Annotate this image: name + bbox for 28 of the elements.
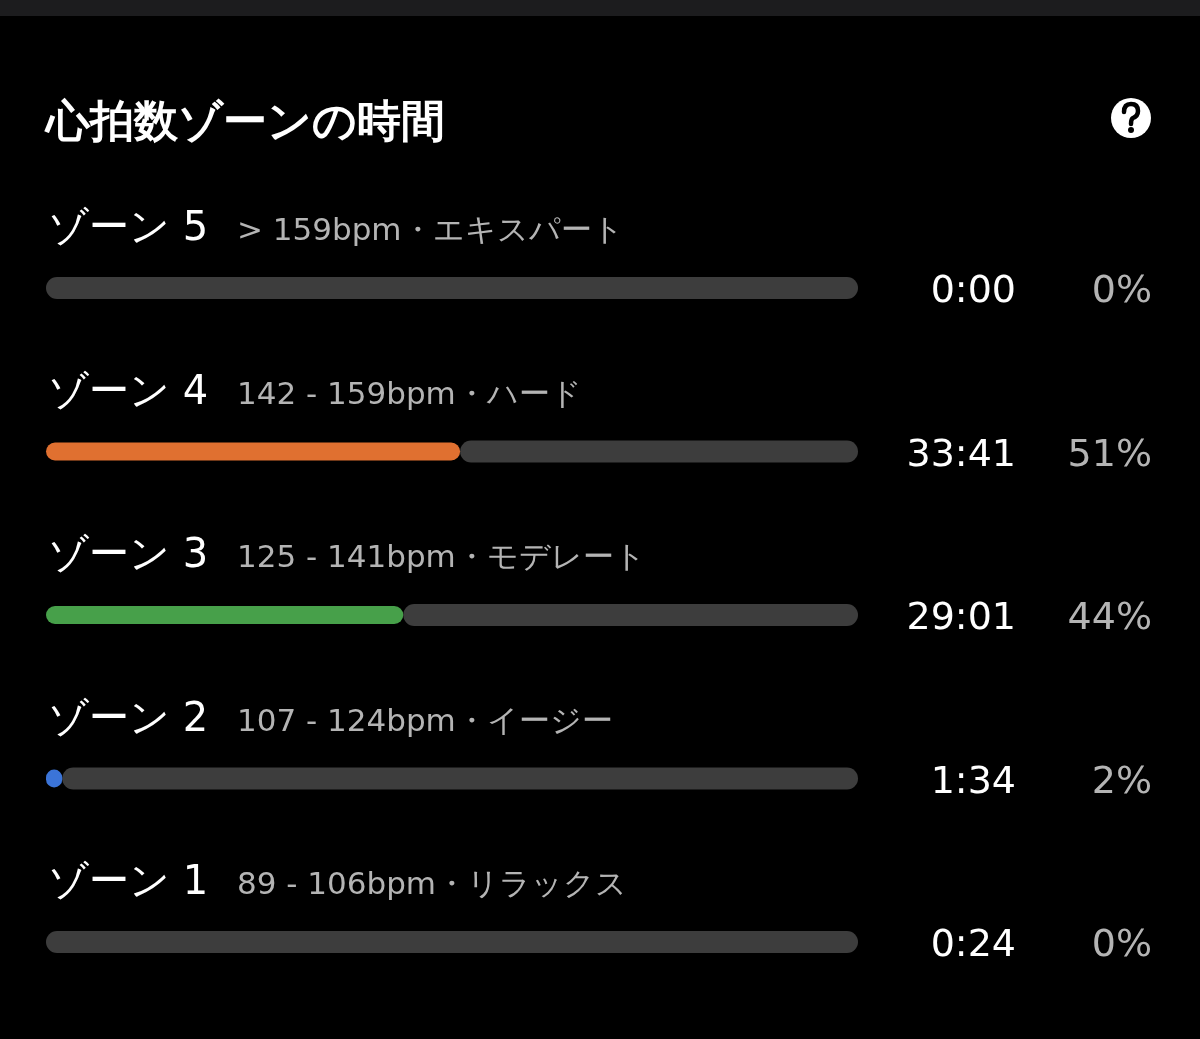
y-tick-label: ゾーン 4 — [48, 366, 209, 413]
bar — [46, 606, 404, 624]
text: 1:34 — [930, 757, 1016, 802]
y-tick-label: ゾーン 5 — [48, 203, 209, 249]
chart-title: 心拍数ゾーンの時間 — [44, 95, 445, 146]
annotation: 125 - 141bpm・モデレート — [237, 538, 646, 574]
bar — [46, 931, 858, 953]
text: 33:41 — [906, 430, 1016, 475]
bar — [403, 604, 858, 626]
data-label: 0% — [1091, 921, 1152, 965]
text: 0:24 — [930, 921, 1016, 965]
text: 0:00 — [930, 267, 1016, 311]
data-label: 44% — [1067, 594, 1152, 638]
text: 29:01 — [906, 594, 1016, 638]
y-tick-label: ゾーン 1 — [48, 857, 209, 903]
annotation: 107 - 124bpm・イージー — [237, 701, 613, 738]
bar — [62, 767, 858, 790]
y-tick-label: ゾーン 3 — [48, 530, 209, 576]
annotation: > 159bpm・エキスパート — [237, 211, 624, 247]
data-label: 0% — [1091, 267, 1152, 311]
bar — [46, 442, 461, 461]
y-tick-label: ゾーン 2 — [48, 693, 209, 740]
data-label: 51% — [1067, 430, 1152, 475]
data-label: 2% — [1091, 757, 1152, 802]
annotation: 142 - 159bpm・ハード — [237, 374, 582, 411]
annotation: 89 - 106bpm・リラックス — [237, 865, 628, 901]
bar — [46, 277, 858, 299]
bar — [460, 440, 858, 463]
